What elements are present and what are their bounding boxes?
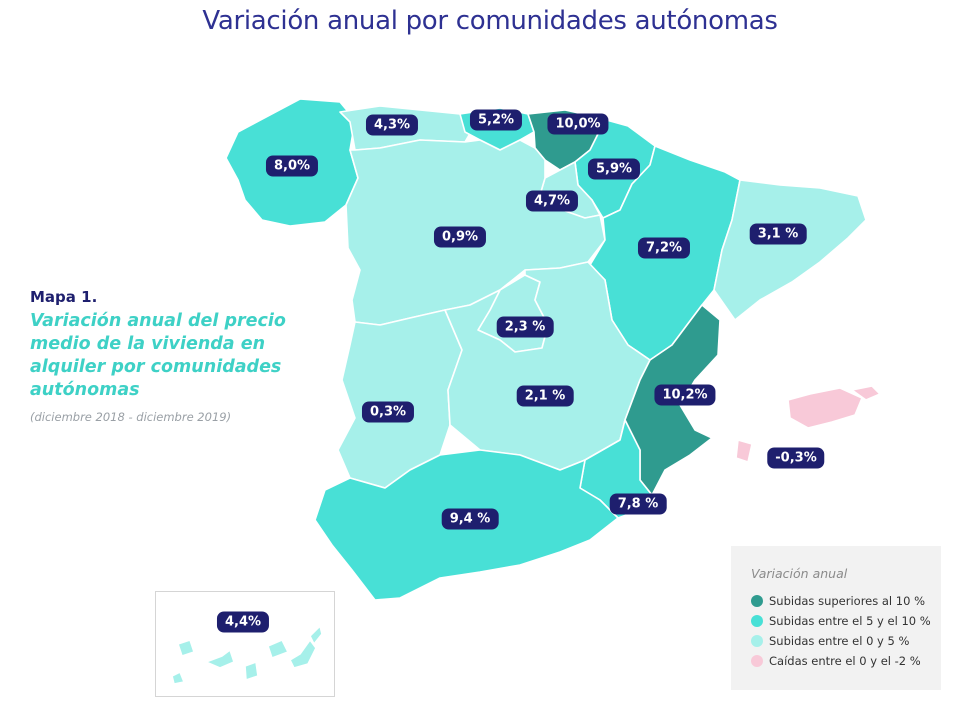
value-label: 10,0% xyxy=(547,113,609,135)
value-label: 2,3 % xyxy=(496,316,554,338)
value-label: 4,4% xyxy=(216,611,270,633)
value-label: 4,7% xyxy=(525,190,579,212)
value-label: 7,8 % xyxy=(609,493,667,515)
legend-swatch xyxy=(751,595,763,607)
region-baleares[interactable] xyxy=(735,385,881,463)
region-canarias[interactable] xyxy=(171,625,323,685)
map-title: Variación anual por comunidades autónoma… xyxy=(202,6,778,36)
legend-item: Subidas superiores al 10 % xyxy=(751,594,925,610)
map-subtitle: Variación anual del precio medio de la v… xyxy=(30,311,286,400)
legend-item: Caídas entre el 0 y el -2 % xyxy=(751,654,921,670)
legend-label: Subidas entre el 0 y 5 % xyxy=(769,634,910,648)
value-label: 7,2% xyxy=(637,237,691,259)
map-period: (diciembre 2018 - diciembre 2019) xyxy=(30,410,232,424)
legend-swatch xyxy=(751,615,763,627)
legend-item: Subidas entre el 0 y 5 % xyxy=(751,634,909,650)
legend-swatch xyxy=(751,635,763,647)
value-label: 3,1 % xyxy=(749,223,807,245)
map-caption: Mapa 1. Variación anual del precio medio… xyxy=(30,288,320,424)
value-label: 10,2% xyxy=(654,384,716,406)
map-number: Mapa 1. xyxy=(30,288,98,306)
value-label: 8,0% xyxy=(265,155,319,177)
legend-title: Variación anual xyxy=(751,566,848,581)
legend-swatch xyxy=(751,655,763,667)
value-label: -0,3% xyxy=(767,447,825,469)
value-label: 2,1 % xyxy=(516,385,574,407)
value-label: 0,3% xyxy=(361,401,415,423)
legend-label: Caídas entre el 0 y el -2 % xyxy=(769,654,921,668)
legend-item: Subidas entre el 5 y el 10 % xyxy=(751,614,931,630)
legend: Variación anual Subidas superiores al 10… xyxy=(731,546,941,690)
value-label: 5,9% xyxy=(587,158,641,180)
value-label: 9,4 % xyxy=(441,508,499,530)
legend-label: Subidas entre el 5 y el 10 % xyxy=(769,614,931,628)
legend-label: Subidas superiores al 10 % xyxy=(769,594,926,608)
canarias-inset-frame xyxy=(155,591,335,697)
value-label: 5,2% xyxy=(469,109,523,131)
region-cataluna[interactable] xyxy=(713,179,867,321)
value-label: 0,9% xyxy=(433,226,487,248)
value-label: 4,3% xyxy=(365,114,419,136)
